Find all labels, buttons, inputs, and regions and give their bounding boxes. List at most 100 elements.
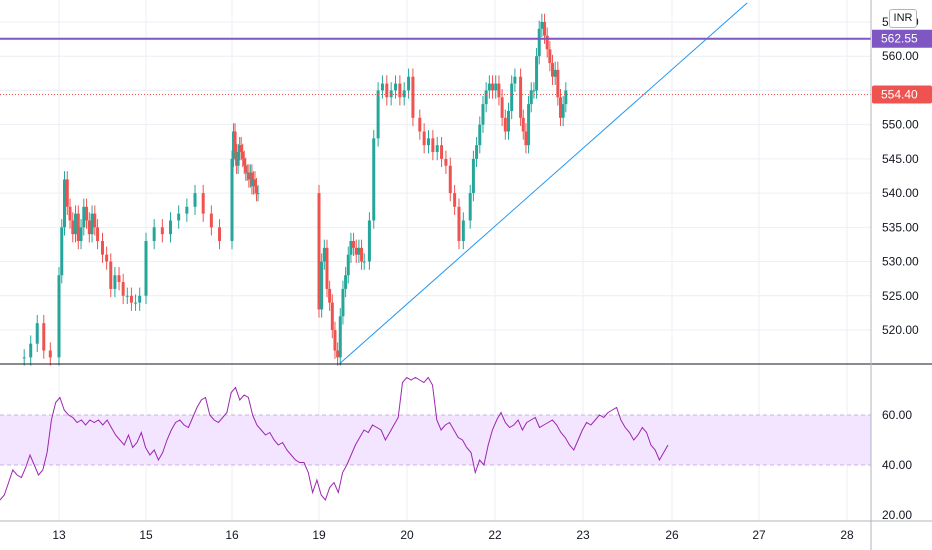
trendline[interactable] (338, 2, 748, 365)
candle-body (559, 97, 562, 118)
candle-body (330, 302, 334, 330)
candle-body (85, 206, 89, 221)
candle-body (236, 152, 240, 166)
candle-body (418, 117, 422, 132)
candle-body (352, 241, 356, 248)
candle-body (380, 83, 384, 91)
candle-body (513, 76, 517, 84)
candle-body (564, 90, 568, 105)
candle-body (427, 138, 431, 146)
candle-body (87, 220, 91, 235)
candle-body (42, 323, 46, 351)
candle-body (93, 213, 97, 228)
candle-body (435, 145, 439, 153)
candle-body (248, 172, 252, 180)
rsi-band-fill (0, 415, 871, 465)
candle-body (457, 206, 461, 242)
candle-body (336, 350, 340, 358)
candle-body (57, 275, 61, 358)
candle-body (529, 90, 533, 105)
candle-body (109, 261, 113, 289)
candle-body (551, 63, 555, 77)
candle-body (346, 254, 350, 276)
candle-body (185, 206, 189, 214)
candle-body (491, 83, 495, 91)
candle-body (79, 227, 83, 242)
time-tick-label: 23 (576, 528, 590, 542)
candle-body (245, 172, 249, 174)
candle-body (537, 28, 541, 57)
price-tick-label: 550.00 (882, 118, 919, 132)
currency-button[interactable]: INR (889, 9, 917, 28)
candle-body (113, 275, 117, 289)
candle-body (239, 145, 243, 153)
time-axis[interactable]: 13 15 16 19 20 22 23 26 27 28 (52, 528, 854, 542)
candle-body (444, 158, 448, 166)
candle-body (561, 104, 565, 118)
candle-body (238, 145, 242, 153)
candle-body (461, 220, 465, 242)
candle-body (232, 131, 236, 159)
resistance-badge: 562.55 (872, 29, 932, 48)
candle-body (357, 247, 361, 255)
candle-body (556, 69, 560, 98)
candle-body (341, 288, 345, 317)
candle-body (333, 330, 337, 351)
candle-body (117, 275, 121, 283)
candle-body (60, 227, 64, 276)
candle-body (338, 316, 342, 358)
candle-body (532, 90, 536, 92)
candle-body (503, 117, 507, 132)
last-price-badge: 554.40 (872, 85, 932, 104)
candle-body (478, 124, 482, 146)
candle-body (322, 247, 326, 262)
candle-body (487, 83, 491, 91)
rsi-tick-label: 40.00 (882, 458, 912, 472)
candle-body (545, 35, 549, 50)
candle-body (402, 90, 406, 98)
candle-body (121, 282, 125, 296)
candle-body (317, 193, 321, 310)
candle-body (497, 83, 501, 98)
price-tick-label: 520.00 (882, 323, 919, 337)
candle-body (553, 69, 557, 77)
candle-body (422, 131, 426, 146)
candle-body (411, 76, 415, 118)
time-tick-label: 26 (665, 528, 679, 542)
time-tick-label: 13 (52, 528, 66, 542)
candle-body (484, 90, 488, 105)
rsi-band (0, 414, 871, 466)
candle-body (129, 295, 133, 303)
candle-body (241, 152, 245, 159)
candle-body (76, 213, 80, 242)
candle-body (134, 302, 138, 304)
candle-body (448, 165, 452, 194)
candle-body (193, 193, 197, 207)
candle-body (521, 117, 525, 132)
candle-body (471, 158, 475, 194)
candle-body (65, 179, 69, 207)
candle-body (535, 56, 539, 91)
price-tick-label: 525.00 (882, 289, 919, 303)
candle-body (218, 227, 222, 242)
time-tick-label: 27 (752, 528, 766, 542)
candle-body (233, 131, 237, 153)
price-axis[interactable]: 520.00 525.00 530.00 535.00 540.00 545.00 550.… (882, 15, 919, 337)
candle-body (48, 350, 52, 358)
candle-body (235, 152, 239, 166)
candle-body (105, 254, 109, 262)
candle-body (256, 193, 260, 195)
candle-body (22, 357, 26, 359)
candle-body (247, 172, 251, 180)
candle-body (372, 138, 376, 221)
candle-body (244, 165, 248, 173)
candle-body (125, 295, 129, 297)
candle-body (250, 172, 254, 187)
time-tick-label: 28 (840, 528, 854, 542)
candle-body (540, 21, 544, 29)
candle-body (74, 213, 78, 235)
candle-body (152, 227, 156, 242)
rsi-axis[interactable]: 20.00 40.00 60.00 (882, 408, 912, 522)
candle-body (360, 247, 364, 262)
